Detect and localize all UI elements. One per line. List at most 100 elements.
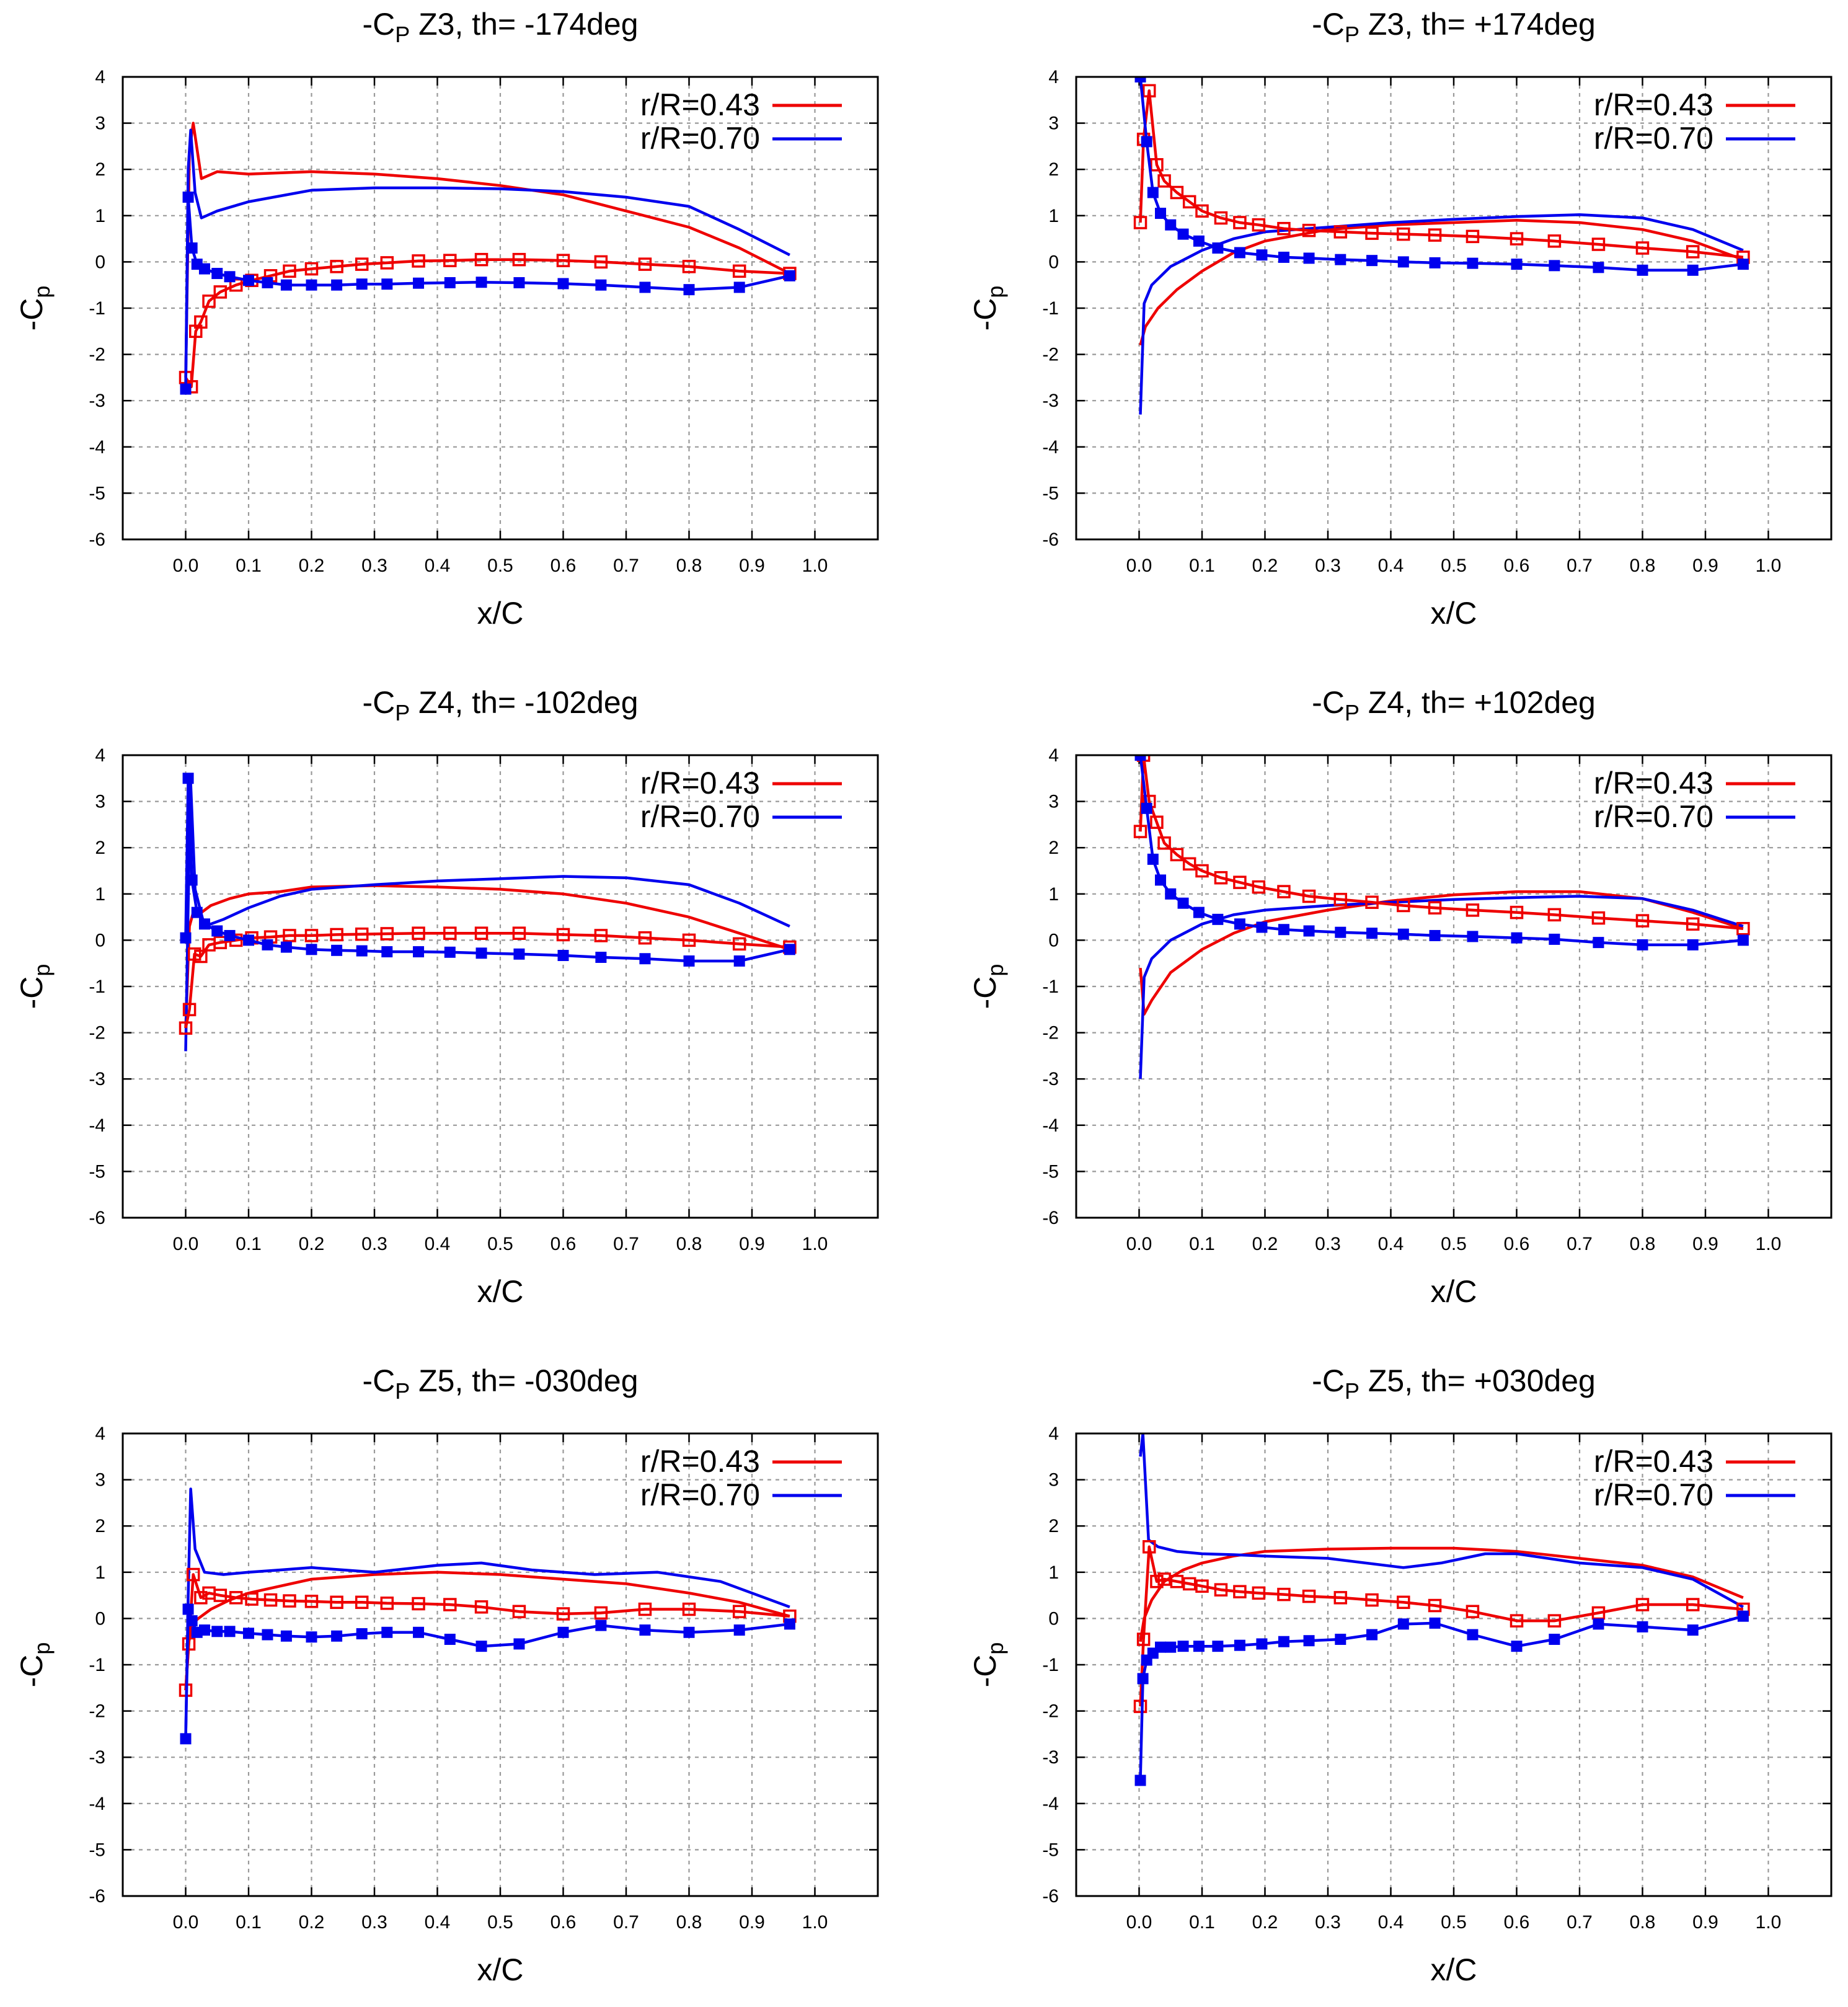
series-line-4 <box>186 197 790 389</box>
data-point-marker <box>281 1631 292 1642</box>
x-tick-label: 0.7 <box>613 1912 639 1933</box>
chart-panel-6: -CP Z5, th= +030deg0.0 0.1 0.2 0.3 0.4 0.5 0.6… <box>968 1363 1831 1987</box>
data-point-marker <box>1637 939 1648 950</box>
y-tick-label: 0 <box>1048 1608 1059 1629</box>
y-tick-label: -5 <box>1042 1161 1059 1182</box>
data-point-marker <box>639 281 650 293</box>
x-axis-label: x/C <box>477 1274 524 1309</box>
y-tick-label: 4 <box>1048 67 1059 87</box>
data-point-marker <box>1549 1634 1560 1645</box>
data-point-marker <box>1637 265 1648 276</box>
x-tick-label: 0.9 <box>1692 556 1718 576</box>
data-point-marker <box>558 278 569 289</box>
x-axis-label: x/C <box>477 1952 524 1987</box>
data-point-marker <box>1165 888 1176 900</box>
x-tick-label: 0.1 <box>1189 1234 1215 1254</box>
y-tick-label: -1 <box>89 1655 105 1675</box>
x-tick-label: 0.0 <box>173 1234 199 1254</box>
y-tick-label: -5 <box>89 1161 105 1182</box>
y-tick-label: 0 <box>1048 930 1059 950</box>
y-tick-label: -4 <box>89 437 105 458</box>
x-tick-label: 0.5 <box>1441 1912 1467 1933</box>
y-tick-label: -1 <box>1042 977 1059 997</box>
y-tick-label: 0 <box>95 1608 105 1629</box>
x-tick-label: 0.8 <box>676 556 702 576</box>
x-tick-label: 0.6 <box>550 556 577 576</box>
y-tick-label: -4 <box>1042 1115 1059 1136</box>
data-point-marker <box>180 933 192 944</box>
y-tick-label: 2 <box>1048 1516 1059 1536</box>
data-point-marker <box>187 874 198 885</box>
data-point-marker <box>281 942 292 953</box>
data-point-marker <box>558 1627 569 1638</box>
data-point-marker <box>306 1631 317 1642</box>
y-tick-label: -1 <box>89 298 105 319</box>
x-tick-label: 0.6 <box>1504 556 1530 576</box>
x-tick-label: 0.0 <box>173 1912 199 1933</box>
chart-panel-2: -CP Z3, th= +174deg0.0 0.1 0.2 0.3 0.4 0.5 0.6… <box>968 7 1831 631</box>
y-tick-label: -2 <box>89 345 105 365</box>
x-tick-label: 0.6 <box>1504 1234 1530 1254</box>
series-line-4 <box>1141 1616 1743 1781</box>
series-line-4 <box>186 1610 790 1739</box>
legend-label: r/R=0.43 <box>1594 1444 1713 1479</box>
x-tick-label: 1.0 <box>1756 1234 1782 1254</box>
x-tick-label: 0.3 <box>361 556 387 576</box>
legend-label: r/R=0.70 <box>1594 799 1713 834</box>
y-tick-label: -1 <box>1042 298 1059 319</box>
x-tick-label: 0.9 <box>739 1912 765 1933</box>
y-axis-label: -Cp <box>968 1642 1008 1688</box>
data-point-marker <box>1304 252 1315 264</box>
x-axis-label: x/C <box>1431 1274 1477 1309</box>
x-tick-label: 0.9 <box>739 556 765 576</box>
data-point-marker <box>1687 265 1699 276</box>
chart-panel-1: -CP Z3, th= -174deg 0.0 0.1 0.2 0.3 0.4 0.5 0.6… <box>14 7 878 631</box>
data-point-marker <box>381 278 392 290</box>
data-point-marker <box>1155 208 1166 219</box>
data-point-marker <box>734 1624 745 1636</box>
x-tick-label: 1.0 <box>1756 556 1782 576</box>
data-point-marker <box>1234 918 1245 929</box>
x-tick-label: 1.0 <box>802 1234 828 1254</box>
data-point-marker <box>1141 136 1152 147</box>
y-tick-label: 4 <box>1048 745 1059 766</box>
data-point-marker <box>784 944 795 955</box>
data-point-marker <box>1178 898 1189 909</box>
series-line-1 <box>186 123 790 378</box>
y-tick-label: -6 <box>89 529 105 550</box>
y-tick-label: -4 <box>89 1794 105 1814</box>
x-tick-label: 0.1 <box>236 1912 262 1933</box>
data-point-marker <box>1256 249 1267 260</box>
y-tick-label: -5 <box>1042 1840 1059 1860</box>
data-point-marker <box>1212 242 1223 254</box>
data-point-marker <box>199 1624 210 1636</box>
y-tick-label: -1 <box>1042 1655 1059 1675</box>
data-point-marker <box>1165 219 1176 231</box>
chart-title: -CP Z5, th= -030deg <box>362 1363 638 1404</box>
data-point-marker <box>381 1627 392 1638</box>
x-tick-label: 0.3 <box>361 1912 387 1933</box>
x-tick-label: 0.7 <box>1567 1912 1593 1933</box>
data-point-marker <box>639 953 650 964</box>
x-tick-label: 0.2 <box>299 1912 325 1933</box>
data-point-marker <box>262 1629 273 1641</box>
data-point-marker <box>331 1631 342 1642</box>
y-tick-label: 3 <box>95 792 105 812</box>
chart-title: -CP Z4, th= -102deg <box>362 685 638 725</box>
plot-area <box>180 1489 795 1745</box>
data-point-marker <box>1155 1642 1166 1653</box>
legend-label: r/R=0.43 <box>640 766 760 800</box>
data-point-marker <box>211 1626 223 1637</box>
x-tick-label: 0.2 <box>1252 556 1278 576</box>
data-point-marker <box>243 1628 254 1639</box>
x-tick-label: 0.7 <box>613 556 639 576</box>
legend-label: r/R=0.70 <box>1594 1478 1713 1512</box>
y-tick-label: -5 <box>1042 483 1059 503</box>
x-tick-label: 0.5 <box>487 556 513 576</box>
data-point-marker <box>476 947 487 959</box>
y-tick-label: -4 <box>1042 437 1059 458</box>
data-point-marker <box>306 280 317 291</box>
data-point-marker <box>1549 934 1560 945</box>
data-point-marker <box>1147 187 1159 198</box>
data-point-marker <box>476 1641 487 1652</box>
